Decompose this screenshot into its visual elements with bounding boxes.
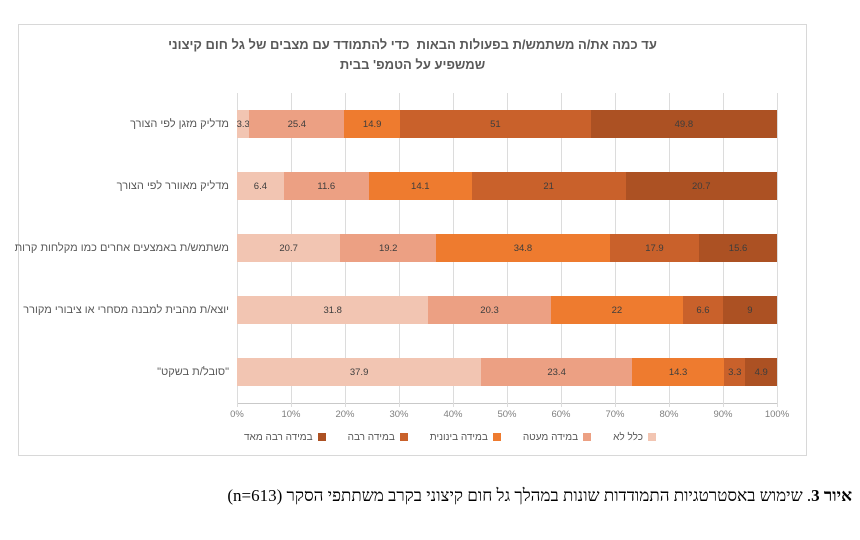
legend-item: במידה בינונית (430, 432, 501, 443)
bar-segment-value-label: 6.6 (696, 304, 710, 316)
legend-label: כלל לא (613, 431, 643, 443)
legend-label: במידה בינונית (429, 431, 488, 443)
bar-segment-value-label: 20.7 (691, 180, 711, 192)
bar-segment: 3.3 (236, 110, 250, 138)
legend-item: במידה רבה (348, 432, 408, 443)
x-axis-tick-label: 90% (713, 409, 733, 420)
legend-swatch-icon (317, 433, 326, 441)
bar-segment: 25.4 (249, 110, 345, 138)
x-axis-tick-label: 20% (335, 409, 355, 420)
bar-segment-value-label: 4.9 (754, 366, 768, 378)
legend-swatch-icon (399, 433, 408, 441)
bar-segment: 20.3 (428, 296, 551, 324)
x-axis-tick-label: 40% (443, 409, 463, 420)
bar-segment: 22 (550, 296, 684, 324)
category-label: יוצא/ת מהבית למבנה מסחרי או ציבורי מקורר (23, 304, 229, 316)
bar-segment-value-label: 14.3 (668, 366, 688, 378)
bar-segment-value-label: 9 (747, 304, 753, 316)
x-axis-tick-label: 0% (230, 409, 244, 420)
legend-label: במידה רבה מאד (244, 431, 313, 443)
legend-item: כלל לא (613, 432, 656, 443)
bar-segment-value-label: 49.8 (674, 118, 694, 130)
caption-figure-number: איור 3 (811, 486, 852, 505)
bar-segment: 14.9 (344, 110, 401, 138)
caption-text: . שימוש באסטרטגיות התמודדות שונות במהלך … (227, 486, 812, 505)
gridline (777, 93, 778, 407)
category-label: משתמש/ת באמצעים אחרים כמו מקלחות קרות (14, 242, 229, 254)
bar-row: 37.9 23.4 14.3 3.3 4.9 (237, 358, 777, 386)
bar-row: 6.4 11.6 14.1 21 20.7 (237, 172, 777, 200)
bar-segment: 3.3 (724, 358, 746, 386)
bar-segment: 4.9 (745, 358, 777, 386)
x-axis-tick-label: 70% (605, 409, 625, 420)
bar-segment-value-label: 15.6 (728, 242, 748, 254)
bar-segment: 37.9 (237, 358, 482, 386)
legend-label: במידה רבה (347, 431, 395, 443)
bar-segment-value-label: 20.3 (480, 304, 499, 316)
plot-area: 3.3 25.4 14.9 51 49.8 6.4 11.6 14.1 21 20.7 20.7 19… (237, 93, 778, 407)
chart-title: עד כמה את/ה משתמש/ת בפעולות הבאות כדי לה… (168, 37, 657, 73)
bar-segment-value-label: 25.4 (287, 118, 307, 130)
bar-segment: 17.9 (609, 234, 700, 262)
legend-item: במידה רבה מאד (244, 432, 326, 443)
bar-segment-value-label: 14.9 (362, 118, 382, 130)
bar-segment-value-label: 11.6 (317, 180, 336, 192)
legend-swatch-icon (648, 433, 656, 441)
bar-segment-value-label: 3.3 (236, 118, 250, 130)
x-axis-tick-label: 10% (281, 409, 301, 420)
bar-segment-value-label: 19.2 (378, 242, 398, 254)
category-label: מדליק מזגן לפי הצורך (130, 118, 229, 130)
bar-segment: 20.7 (237, 234, 341, 262)
chart-frame: עד כמה את/ה משתמש/ת בפעולות הבאות כדי לה… (14, 24, 807, 456)
legend: כלל לא במידה מעטה במידה בינונית במידה רבה במ… (244, 429, 656, 445)
bar-segment-value-label: 23.4 (547, 366, 566, 378)
x-axis-tick-label: 100% (764, 409, 790, 420)
bar-segment: 15.6 (699, 234, 777, 262)
x-axis-tick-label: 60% (551, 409, 571, 420)
bar-segment: 19.2 (340, 234, 437, 262)
legend-swatch-icon (583, 433, 592, 441)
category-label: "סובל/ת בשקט" (157, 366, 229, 378)
bar-segment-value-label: 37.9 (349, 366, 369, 378)
bar-segment-value-label: 6.4 (253, 180, 268, 192)
bar-row: 31.8 20.3 22 6.6 9 (237, 296, 777, 324)
bar-row: 20.7 19.2 34.8 17.9 15.6 (237, 234, 777, 262)
bar-segment: 21 (471, 172, 626, 200)
bar-segment: 49.8 (590, 110, 777, 138)
bar-segment-value-label: 14.1 (411, 180, 430, 192)
legend-label: במידה מעטה (522, 431, 579, 443)
legend-item: במידה מעטה (522, 431, 592, 443)
bar-segment: 20.7 (625, 172, 777, 200)
bar-segment-value-label: 17.9 (645, 242, 664, 254)
bar-segment-value-label: 22 (611, 304, 623, 316)
bar-segment: 23.4 (481, 358, 632, 386)
bar-segment: 11.6 (283, 172, 369, 200)
bar-segment-value-label: 31.8 (323, 304, 342, 316)
figure-caption: איור 3. שימוש באסטרטגיות התמודדות שונות … (8, 486, 852, 506)
bar-segment: 14.1 (368, 172, 472, 200)
bar-segment-value-label: 20.7 (279, 242, 298, 254)
bar-segment: 6.6 (683, 296, 723, 324)
x-axis-tick-label: 50% (497, 409, 517, 420)
bar-segment: 14.3 (632, 358, 725, 386)
bar-segment-value-label: 51 (490, 118, 501, 130)
bar-segment-value-label: 3.3 (728, 366, 742, 378)
bar-segment: 9 (722, 296, 777, 324)
category-axis-labels: מדליק מזגן לפי הצורך מדליק מאוורר לפי הצו… (14, 93, 229, 403)
bar-segment: 51 (400, 110, 591, 138)
bar-segment-value-label: 34.8 (513, 242, 533, 254)
category-label: מדליק מאוורר לפי הצורך (116, 180, 229, 192)
bar-segment: 31.8 (237, 296, 429, 324)
bar-segment-value-label: 21 (543, 180, 554, 192)
legend-swatch-icon (492, 433, 501, 441)
bar-row: 3.3 25.4 14.9 51 49.8 (237, 110, 777, 138)
x-axis-tick-label: 30% (389, 409, 409, 420)
bar-segment: 6.4 (237, 172, 284, 200)
bar-segment: 34.8 (436, 234, 610, 262)
x-axis-tick-label: 80% (659, 409, 679, 420)
